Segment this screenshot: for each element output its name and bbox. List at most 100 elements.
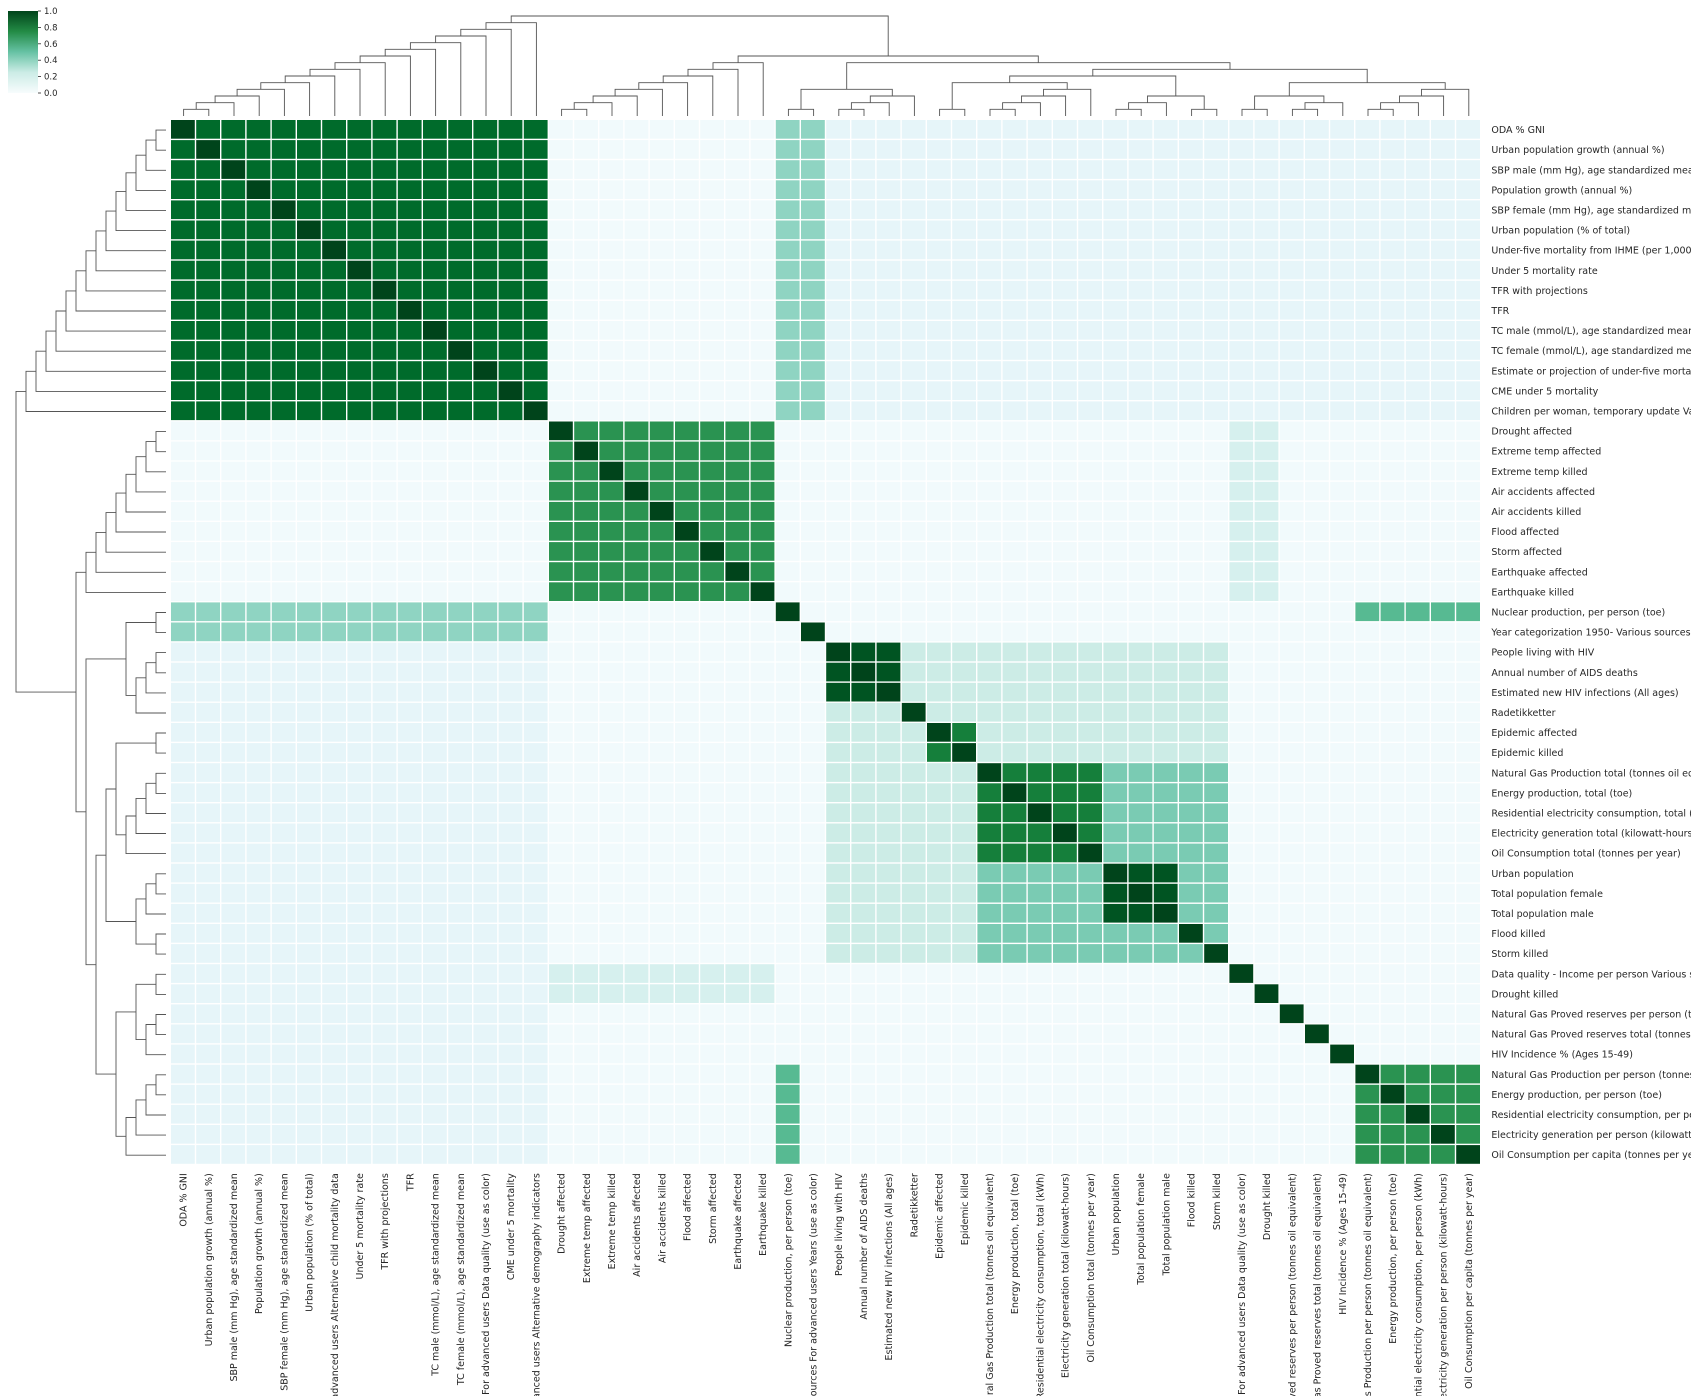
heatmap-cell	[675, 240, 699, 260]
heatmap-cell	[977, 260, 1002, 280]
heatmap-cell	[649, 421, 674, 441]
heatmap-cell	[473, 300, 498, 320]
heatmap-cell	[1305, 964, 1329, 983]
heatmap-cell	[372, 662, 397, 682]
heatmap-cell	[271, 843, 296, 863]
heatmap-cell	[1204, 522, 1228, 541]
heatmap-cell	[297, 300, 321, 320]
heatmap-cell	[1355, 582, 1380, 601]
column-tick-label: Nuclear production, per person (toe)	[783, 1173, 794, 1347]
heatmap-cell	[1002, 1104, 1027, 1124]
heatmap-cell	[977, 180, 1002, 199]
heatmap-cell	[1456, 300, 1480, 320]
heatmap-cell	[1431, 883, 1455, 903]
heatmap-cell	[523, 120, 548, 139]
heatmap-cell	[271, 200, 296, 220]
heatmap-cell	[624, 280, 649, 300]
heatmap-cell	[1431, 1145, 1455, 1164]
heatmap-cell	[347, 220, 372, 240]
heatmap-cell	[700, 743, 724, 762]
heatmap-cell	[297, 200, 321, 220]
heatmap-cell	[927, 863, 951, 883]
heatmap-cell	[1128, 461, 1153, 481]
heatmap-cell	[1229, 441, 1254, 461]
heatmap-cell	[599, 763, 624, 782]
heatmap-cell	[271, 763, 296, 782]
heatmap-cell	[171, 1104, 195, 1124]
heatmap-cell	[775, 120, 800, 139]
heatmap-cell	[1380, 321, 1405, 340]
heatmap-cell	[171, 682, 195, 702]
row-tick-label: Urban population (% of total)	[1491, 226, 1630, 237]
heatmap-cell	[1027, 903, 1052, 923]
heatmap-cell	[801, 1064, 825, 1084]
heatmap-cell	[1279, 1024, 1304, 1044]
heatmap-cell	[397, 481, 422, 501]
heatmap-cell	[750, 1104, 775, 1124]
heatmap-cell	[448, 1084, 472, 1104]
heatmap-cell	[423, 743, 447, 762]
heatmap-cell	[675, 381, 699, 400]
heatmap-cell	[423, 522, 447, 541]
heatmap-cell	[1027, 381, 1052, 400]
column-tick-label: Electricity generation per person (kilow…	[1439, 1173, 1450, 1396]
heatmap-cell	[1179, 140, 1203, 159]
heatmap-cell	[1456, 220, 1480, 240]
heatmap-cell	[1431, 783, 1455, 802]
heatmap-cell	[1204, 863, 1228, 883]
heatmap-cell	[271, 220, 296, 240]
heatmap-cell	[372, 260, 397, 280]
heatmap-cell	[1002, 823, 1027, 843]
heatmap-cell	[271, 542, 296, 561]
heatmap-cell	[1456, 280, 1480, 300]
heatmap-cell	[775, 220, 800, 240]
heatmap-cell	[1330, 522, 1354, 541]
heatmap-cell	[1254, 903, 1279, 923]
heatmap-cell	[1153, 1024, 1178, 1044]
column-tick-label: Urban population growth (annual %)	[204, 1173, 215, 1346]
heatmap-cell	[196, 702, 220, 722]
heatmap-cell	[221, 803, 246, 823]
heatmap-cell	[523, 220, 548, 240]
heatmap-cell	[297, 1004, 321, 1024]
heatmap-cell	[725, 240, 750, 260]
heatmap-cell	[397, 200, 422, 220]
heatmap-cell	[1355, 1004, 1380, 1024]
heatmap-cell	[1431, 441, 1455, 461]
heatmap-cell	[977, 1044, 1002, 1064]
heatmap-cell	[750, 984, 775, 1003]
heatmap-cell	[1330, 1125, 1354, 1144]
heatmap-cell	[700, 883, 724, 903]
heatmap-cell	[1053, 582, 1077, 601]
heatmap-cell	[675, 140, 699, 159]
column-tick-label: Earthquake killed	[758, 1173, 769, 1256]
heatmap-cell	[675, 401, 699, 421]
heatmap-cell	[448, 1104, 472, 1124]
heatmap-cell	[397, 522, 422, 541]
heatmap-cell	[1204, 501, 1228, 521]
heatmap-cell	[549, 260, 573, 280]
row-dendrogram-link	[155, 973, 166, 995]
heatmap-cell	[876, 602, 901, 622]
heatmap-cell	[574, 924, 598, 943]
heatmap-cell	[322, 843, 346, 863]
row-tick-label: Flood affected	[1491, 527, 1559, 538]
heatmap-cell	[473, 441, 498, 461]
heatmap-cell	[498, 944, 523, 963]
heatmap-cell	[725, 381, 750, 400]
heatmap-cell	[322, 522, 346, 541]
heatmap-cell	[549, 1145, 573, 1164]
heatmap-cell	[1179, 1064, 1203, 1084]
heatmap-cell	[725, 984, 750, 1003]
heatmap-cell	[448, 642, 472, 662]
heatmap-cell	[1204, 361, 1228, 380]
heatmap-cell	[1229, 280, 1254, 300]
heatmap-cell	[675, 522, 699, 541]
heatmap-cell	[1456, 602, 1480, 622]
heatmap-cell	[1002, 984, 1027, 1003]
heatmap-cell	[725, 522, 750, 541]
column-tick-label: Estimated new HIV infections (All ages)	[884, 1173, 895, 1360]
heatmap-cell	[725, 180, 750, 199]
heatmap-cell	[1355, 1145, 1380, 1164]
heatmap-cell	[523, 300, 548, 320]
